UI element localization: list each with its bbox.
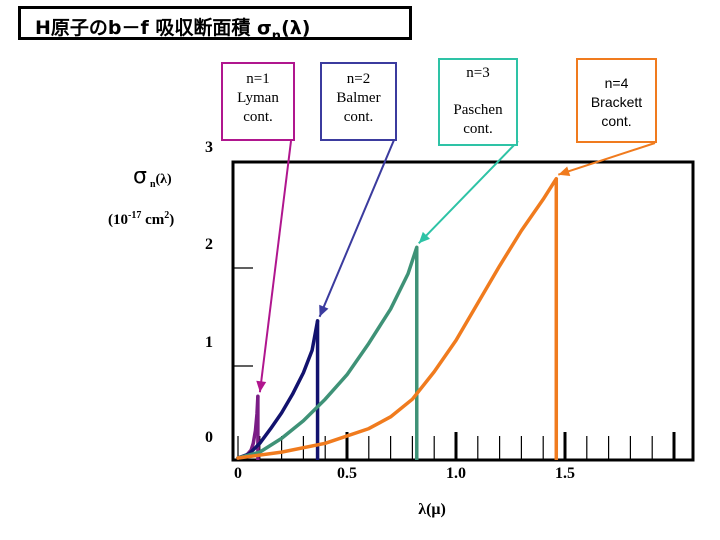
callout-lyman: n=1 Lyman cont. <box>221 62 295 141</box>
arrow-paschen <box>418 140 519 244</box>
series-line-brackett <box>236 176 559 460</box>
y-sigma: σ <box>133 164 147 189</box>
series-line-balmer <box>236 319 320 460</box>
x-tick-label: 1.5 <box>555 465 575 482</box>
plot-frame <box>231 160 695 462</box>
y-sigma-paren: (λ) <box>155 172 172 187</box>
arrows <box>256 139 656 393</box>
callout-balmer: n=2 Balmer cont. <box>320 62 397 141</box>
arrow-brackett <box>557 142 656 176</box>
arrow-head-lyman <box>256 380 267 393</box>
y-tick-label: 3 <box>205 139 213 156</box>
y-axis-label: σ n(λ) <box>133 164 172 190</box>
curves <box>236 176 559 460</box>
x-tick-label: 1.0 <box>446 465 466 482</box>
arrow-head-paschen <box>418 231 431 244</box>
y-axis-unit: (10-17 cm2) <box>108 210 175 228</box>
arrow-balmer <box>318 139 395 318</box>
callout-brackett: n=4 Brackett cont. <box>576 58 657 143</box>
title-box: H原子のb－f 吸収断面積 σn(λ) <box>18 6 412 44</box>
y-grid-marks <box>233 267 253 367</box>
series-line-paschen <box>236 245 419 460</box>
callout-paschen: n=3 Paschen cont. <box>438 58 518 146</box>
title-main: H原子のb－f 吸収断面積 σ <box>35 17 272 39</box>
minor-ticks <box>237 432 676 460</box>
y-tick-label: 2 <box>205 236 213 253</box>
arrow-head-balmer <box>319 304 329 317</box>
title-suffix: (λ) <box>281 17 311 39</box>
x-axis-label: λ(μ) <box>418 501 446 518</box>
x-tick-label: 0.5 <box>337 465 357 482</box>
arrow-lyman <box>258 140 292 393</box>
chart-title: H原子のb－f 吸収断面積 σn(λ) <box>35 13 310 44</box>
x-tick-label: 0 <box>234 465 242 482</box>
title-subscript: n <box>271 29 282 44</box>
y-sigma-sub: n <box>149 179 156 190</box>
y-tick-label: 1 <box>205 334 213 351</box>
arrow-head-brackett <box>558 166 571 177</box>
tick-labels: 0 0.5 1.0 1.5 0 1 2 3 <box>205 139 575 482</box>
y-tick-label: 0 <box>205 429 213 446</box>
